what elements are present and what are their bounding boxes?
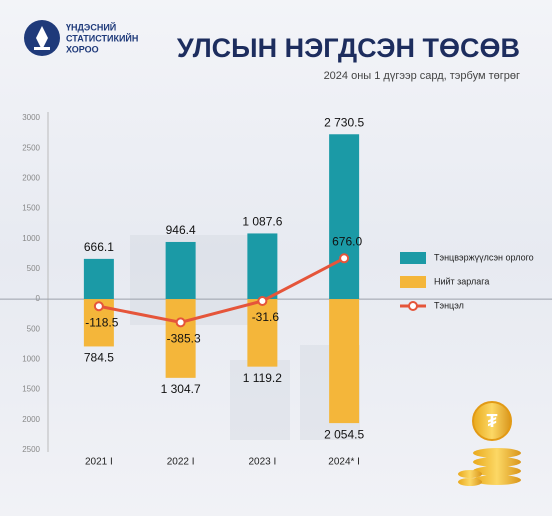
bar xyxy=(247,299,278,367)
value-label: -385.3 xyxy=(167,332,201,346)
bar xyxy=(165,241,196,300)
legend-swatch xyxy=(400,252,426,264)
y-tick-label: 1000 xyxy=(22,234,40,243)
y-tick-label: 2000 xyxy=(22,173,40,182)
org-name: ҮНДЭСНИЙ xyxy=(66,21,116,32)
chart-title: УЛСЫН НЭГДСЭН ТӨСӨВ xyxy=(177,33,520,63)
value-label: 1 087.6 xyxy=(242,215,282,229)
legend-swatch xyxy=(408,301,418,311)
y-tick-label: 500 xyxy=(27,324,41,333)
legend-swatch xyxy=(400,276,426,288)
y-tick-label: 1500 xyxy=(22,204,40,213)
line-marker xyxy=(339,253,350,264)
value-label: -31.6 xyxy=(252,310,280,324)
y-tick-label: 1000 xyxy=(22,355,40,364)
legend-label: Нийт зарлага xyxy=(434,276,489,286)
value-label: 666.1 xyxy=(84,240,114,254)
bar xyxy=(329,299,360,424)
x-tick-label: 2023 I xyxy=(248,457,276,468)
org-name: ХОРОО xyxy=(66,44,99,54)
value-label: 946.4 xyxy=(166,223,196,237)
line-marker xyxy=(257,295,268,306)
chart-subtitle: 2024 оны 1 дүгээр сард, тэрбум төгрөг xyxy=(324,70,520,82)
value-label: 1 304.7 xyxy=(161,382,201,396)
bar xyxy=(165,299,196,378)
y-tick-label: 1500 xyxy=(22,385,40,394)
y-tick-label: 2500 xyxy=(22,445,40,454)
y-tick-label: 2500 xyxy=(22,143,40,152)
coins: ₮ xyxy=(458,401,521,486)
value-label: 1 119.2 xyxy=(243,371,282,385)
x-tick-label: 2021 I xyxy=(85,457,113,468)
value-label: 784.5 xyxy=(84,351,114,365)
line-marker xyxy=(93,301,104,312)
y-tick-label: 500 xyxy=(27,264,41,273)
bar xyxy=(247,233,278,300)
y-tick-label: 3000 xyxy=(22,113,40,122)
bar xyxy=(83,258,114,300)
bar xyxy=(329,134,360,300)
org-name: СТАТИСТИКИЙН xyxy=(66,32,138,43)
y-tick-label: 2000 xyxy=(22,415,40,424)
value-label: 676.0 xyxy=(332,234,362,248)
value-label: 2 054.5 xyxy=(324,427,364,441)
line-marker xyxy=(175,317,186,328)
x-tick-label: 2024* I xyxy=(328,457,360,468)
legend-label: Тэнцвэржүүлсэн орлого xyxy=(434,252,534,262)
x-tick-label: 2022 I xyxy=(167,457,195,468)
logo xyxy=(24,20,60,56)
legend-label: Тэнцэл xyxy=(434,300,464,310)
value-label: 2 730.5 xyxy=(324,115,364,129)
svg-text:₮: ₮ xyxy=(487,411,498,431)
value-label: -118.5 xyxy=(85,315,118,329)
line xyxy=(98,256,345,324)
